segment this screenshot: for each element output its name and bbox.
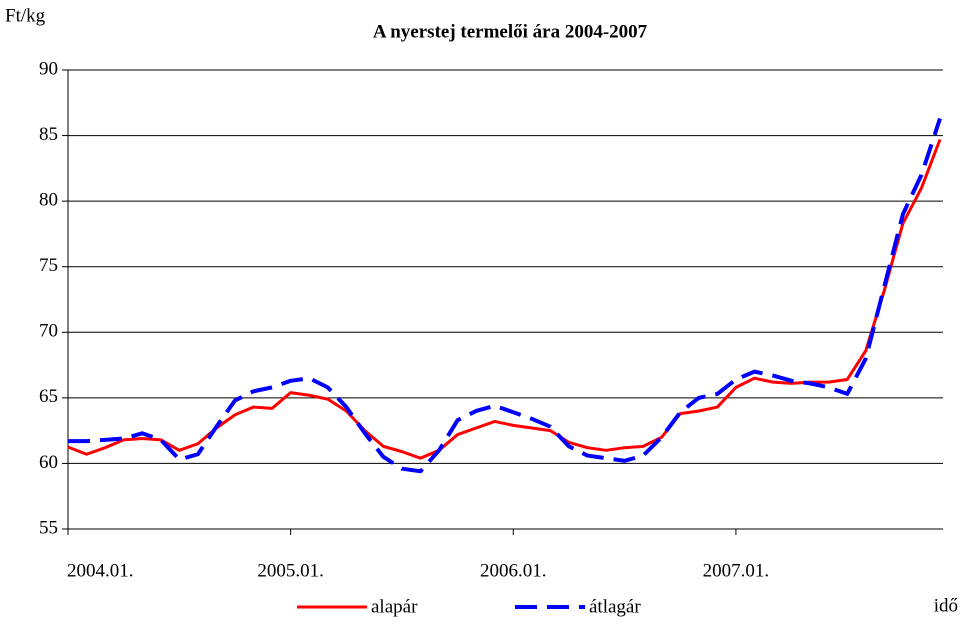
- y-tick-label: 75: [39, 255, 58, 276]
- y-tick-label: 80: [39, 190, 58, 211]
- chart-title: A nyerstej termelői ára 2004-2007: [373, 21, 648, 42]
- legend-label: alapár: [371, 596, 418, 617]
- x-tick-label: 2005.01.: [257, 560, 324, 581]
- x-tick-label: 2004.01.: [67, 560, 134, 581]
- x-tick-label: 2006.01.: [480, 560, 547, 581]
- y-tick-label: 65: [39, 386, 58, 407]
- y-tick-label: 85: [39, 124, 58, 145]
- legend-label: átlagár: [589, 596, 641, 617]
- x-tick-label: 2007.01.: [703, 560, 770, 581]
- y-tick-label: 90: [39, 58, 58, 79]
- line-series: [68, 117, 942, 474]
- y-tick-label: 70: [39, 321, 58, 342]
- y-tick-label: 55: [39, 517, 58, 538]
- y-axis-label: Ft/kg: [5, 5, 46, 26]
- y-tick-label: 60: [39, 452, 58, 473]
- x-axis-label: idő: [934, 595, 958, 616]
